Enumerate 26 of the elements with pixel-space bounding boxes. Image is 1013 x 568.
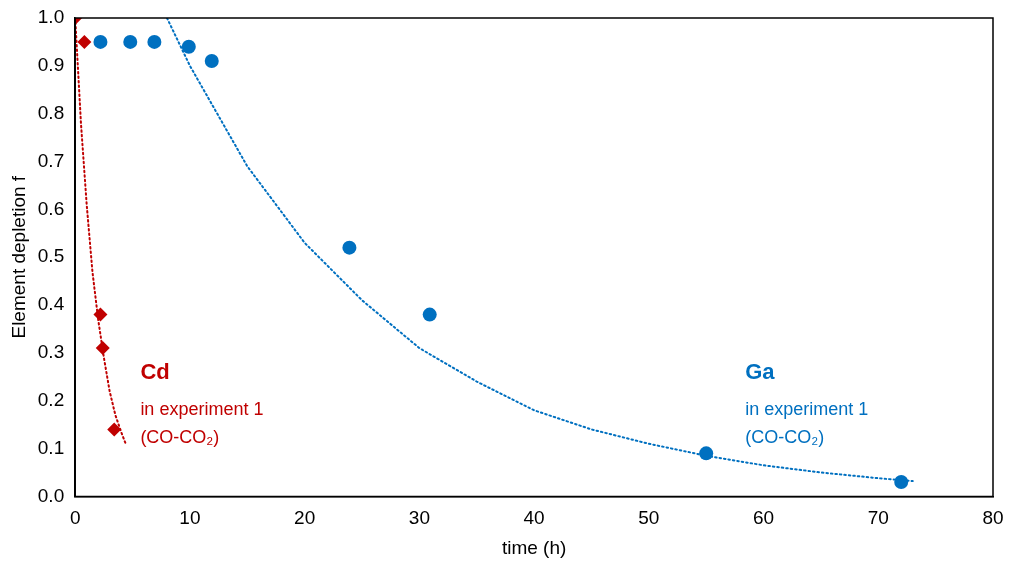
annotation: in experiment 1 (CO-CO₂) <box>745 399 869 448</box>
y-tick-label: 0.3 <box>37 341 65 363</box>
y-tick-label: 0.4 <box>37 293 65 315</box>
y-tick-label: 0.9 <box>37 54 65 76</box>
y-axis-title: Element depletion f <box>7 175 29 339</box>
x-tick-label: 0 <box>69 507 81 529</box>
annotation: in experiment 1 (CO-CO₂) <box>140 399 264 448</box>
y-tick-label: 0.0 <box>37 484 65 506</box>
y-tick-label: 0.8 <box>37 101 65 123</box>
x-tick-label: 80 <box>982 507 1004 529</box>
x-tick-label: 50 <box>638 507 660 529</box>
x-tick-label: 70 <box>867 507 889 529</box>
y-tick-label: 0.6 <box>37 197 65 219</box>
y-tick-label: 0.2 <box>37 388 65 410</box>
y-tick-label: 0.5 <box>37 245 65 267</box>
x-tick-label: 20 <box>294 507 316 529</box>
x-tick-label: 10 <box>179 507 201 529</box>
y-tick-label: 1.0 <box>37 6 65 28</box>
y-tick-label: 0.1 <box>37 436 65 458</box>
text: Ga <box>745 359 776 385</box>
x-tick-label: 60 <box>752 507 775 529</box>
x-axis-title: time (h) <box>501 536 567 558</box>
x-tick-label: 40 <box>523 507 545 529</box>
x-tick-label: 30 <box>408 507 430 529</box>
series-label: Cd <box>140 359 170 385</box>
y-tick-label: 0.7 <box>37 149 65 171</box>
